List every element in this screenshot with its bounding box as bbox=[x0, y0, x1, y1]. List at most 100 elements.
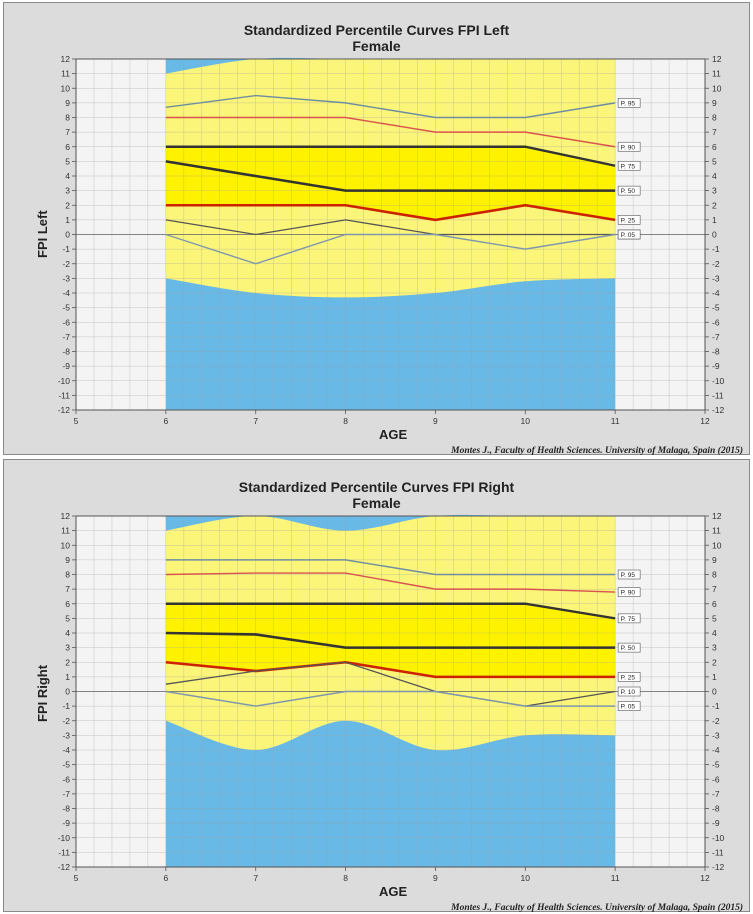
y-tick-label: -4 bbox=[712, 288, 720, 298]
y-tick-label: -7 bbox=[712, 332, 720, 342]
y-tick-label: -6 bbox=[712, 317, 720, 327]
y-tick-label: -9 bbox=[712, 818, 720, 828]
y-tick-label: -6 bbox=[712, 774, 720, 784]
extreme-low-band bbox=[165, 278, 616, 410]
series-line-p75 bbox=[165, 602, 616, 620]
percentile-label: P. 25 bbox=[617, 215, 641, 225]
percentile-label-text: P. 25 bbox=[621, 217, 636, 224]
chart-title: Standardized Percentile Curves FPI Left bbox=[243, 22, 510, 38]
y-tick-label: 2 bbox=[712, 200, 717, 210]
y-tick-label: -6 bbox=[62, 317, 70, 327]
y-tick-label: 7 bbox=[65, 584, 70, 594]
y-tick-label: 7 bbox=[712, 584, 717, 594]
y-tick-label: -3 bbox=[62, 273, 70, 283]
y-tick-label: -2 bbox=[712, 716, 720, 726]
y-tick-label: 9 bbox=[65, 555, 70, 565]
series-line-p25 bbox=[165, 203, 616, 222]
plot-area: P. 95P. 90P. 75P. 50P. 25P. 10P. 05-12-1… bbox=[58, 511, 725, 883]
percentile-label-text: P. 90 bbox=[621, 590, 636, 597]
y-tick-label: -7 bbox=[62, 789, 70, 799]
extreme-high-band bbox=[165, 514, 616, 531]
y-tick-label: -4 bbox=[62, 288, 70, 298]
y-tick-label: -5 bbox=[712, 760, 720, 770]
percentile-label-box bbox=[617, 672, 641, 682]
y-tick-label: -12 bbox=[58, 405, 71, 415]
percentile-label-text: P. 95 bbox=[621, 100, 636, 107]
percentile-label-text: P. 05 bbox=[621, 232, 636, 239]
y-tick-label: 12 bbox=[712, 54, 722, 64]
y-tick-label: 10 bbox=[712, 540, 722, 550]
y-tick-label: 6 bbox=[712, 142, 717, 152]
x-axis-label: AGE bbox=[379, 884, 408, 899]
percentile-label-box bbox=[617, 98, 641, 108]
x-tick-label: 11 bbox=[611, 873, 620, 883]
percentile-label-text: P. 50 bbox=[621, 188, 636, 195]
percentile-label-text: P. 10 bbox=[621, 689, 636, 696]
y-tick-label: 8 bbox=[65, 113, 70, 123]
y-tick-label: -1 bbox=[712, 701, 720, 711]
percentile-label: P. 50 bbox=[617, 185, 641, 196]
y-tick-label: -4 bbox=[712, 745, 720, 755]
x-axis-label: AGE bbox=[379, 427, 408, 442]
series-line-p50 bbox=[165, 160, 616, 192]
y-tick-label: 1 bbox=[65, 672, 70, 682]
percentile-label-text: P. 05 bbox=[621, 704, 636, 711]
percentile-label-text: P. 75 bbox=[621, 616, 636, 623]
y-tick-label: -8 bbox=[62, 347, 70, 357]
y-tick-label: 8 bbox=[712, 113, 717, 123]
x-tick-label: 6 bbox=[163, 416, 168, 426]
y-tick-label: -12 bbox=[712, 862, 725, 872]
y-tick-label: 0 bbox=[65, 687, 70, 697]
percentile-label-box bbox=[617, 613, 641, 624]
percentile-label: P. 95 bbox=[617, 98, 641, 108]
percentile-label-text: P. 95 bbox=[621, 572, 636, 579]
interquartile-band bbox=[165, 603, 616, 677]
y-tick-label: -12 bbox=[712, 405, 725, 415]
y-tick-label: -11 bbox=[712, 390, 724, 400]
x-tick-label: 12 bbox=[700, 416, 710, 426]
series-line-p10 bbox=[165, 661, 616, 707]
series-line-p05 bbox=[165, 690, 616, 707]
percentile-label-box bbox=[617, 185, 641, 196]
x-tick-label: 6 bbox=[163, 873, 168, 883]
y-tick-label: -9 bbox=[62, 361, 70, 371]
y-tick-label: 3 bbox=[712, 186, 717, 196]
credit-note: Montes J., Faculty of Health Sciences. U… bbox=[451, 446, 743, 456]
y-tick-label: 6 bbox=[65, 599, 70, 609]
y-tick-label: 4 bbox=[65, 171, 70, 181]
x-tick-label: 5 bbox=[74, 416, 79, 426]
y-tick-label: 7 bbox=[65, 127, 70, 137]
x-tick-label: 9 bbox=[433, 873, 438, 883]
y-tick-label: 3 bbox=[65, 643, 70, 653]
y-tick-label: -11 bbox=[712, 847, 724, 857]
y-tick-label: 10 bbox=[61, 540, 71, 550]
percentile-label: P. 10 bbox=[617, 686, 641, 697]
y-tick-label: 2 bbox=[712, 657, 717, 667]
y-tick-label: -1 bbox=[62, 244, 70, 254]
y-tick-label: -11 bbox=[58, 847, 70, 857]
x-tick-label: 7 bbox=[253, 873, 258, 883]
x-tick-label: 12 bbox=[700, 873, 710, 883]
y-tick-label: -10 bbox=[712, 376, 725, 386]
y-tick-label: 10 bbox=[61, 83, 71, 93]
y-tick-label: 12 bbox=[61, 54, 71, 64]
series-line-p90 bbox=[165, 572, 616, 593]
y-tick-label: 12 bbox=[61, 511, 71, 521]
y-tick-label: 3 bbox=[65, 186, 70, 196]
series-line-p75 bbox=[165, 145, 616, 167]
percentile-label: P. 95 bbox=[617, 569, 641, 580]
x-tick-label: 8 bbox=[343, 416, 348, 426]
chart-panel-fpi-left: Standardized Percentile Curves FPI Left … bbox=[3, 2, 750, 456]
y-tick-label: 3 bbox=[712, 643, 717, 653]
y-tick-label: 6 bbox=[712, 599, 717, 609]
percentile-label: P. 75 bbox=[617, 160, 641, 171]
x-tick-label: 8 bbox=[343, 873, 348, 883]
percentile-label-text: P. 25 bbox=[621, 674, 636, 681]
percentile-label-text: P. 90 bbox=[621, 144, 636, 151]
y-tick-label: -9 bbox=[712, 361, 720, 371]
y-tick-label: -6 bbox=[62, 774, 70, 784]
y-tick-label: 8 bbox=[65, 570, 70, 580]
chart-subtitle: Female bbox=[352, 38, 401, 54]
x-tick-label: 7 bbox=[253, 416, 258, 426]
y-tick-label: -9 bbox=[62, 818, 70, 828]
